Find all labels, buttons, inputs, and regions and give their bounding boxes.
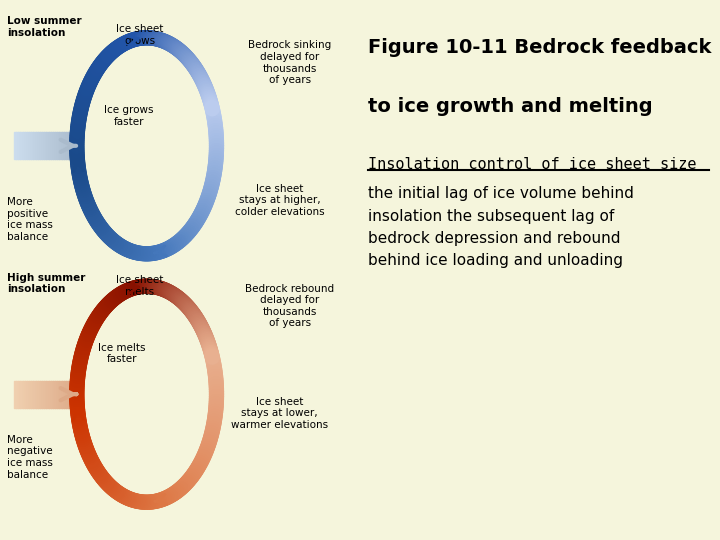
Text: More
negative
ice mass
balance: More negative ice mass balance — [7, 435, 53, 480]
Text: Bedrock rebound
delayed for
thousands
of years: Bedrock rebound delayed for thousands of… — [246, 284, 334, 328]
Text: Figure 10-11 Bedrock feedback: Figure 10-11 Bedrock feedback — [368, 38, 711, 57]
Text: Ice sheet
melts: Ice sheet melts — [116, 275, 163, 297]
Text: Bedrock sinking
delayed for
thousands
of years: Bedrock sinking delayed for thousands of… — [248, 40, 331, 85]
Text: Ice sheet
grows: Ice sheet grows — [116, 24, 163, 46]
Text: High summer
insolation: High summer insolation — [7, 273, 86, 294]
Text: Ice grows
faster: Ice grows faster — [104, 105, 154, 127]
Text: More
positive
ice mass
balance: More positive ice mass balance — [7, 197, 53, 242]
Text: the initial lag of ice volume behind
insolation the subsequent lag of
bedrock de: the initial lag of ice volume behind ins… — [368, 186, 634, 268]
Text: Low summer
insolation: Low summer insolation — [7, 16, 81, 38]
Text: Ice sheet
stays at lower,
warmer elevations: Ice sheet stays at lower, warmer elevati… — [231, 397, 328, 430]
Text: Insolation control of ice sheet size: Insolation control of ice sheet size — [368, 157, 696, 172]
Text: Ice melts
faster: Ice melts faster — [99, 343, 146, 364]
Text: Ice sheet
stays at higher,
colder elevations: Ice sheet stays at higher, colder elevat… — [235, 184, 324, 217]
Text: to ice growth and melting: to ice growth and melting — [368, 97, 652, 116]
